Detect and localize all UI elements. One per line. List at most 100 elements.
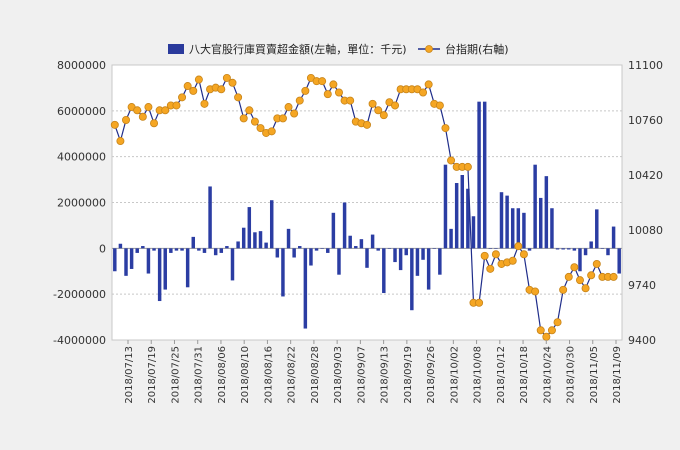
bar: [146, 248, 151, 274]
bar: [583, 248, 588, 256]
bar: [174, 248, 179, 251]
x-tick-label: 2018/07/13: [124, 346, 135, 404]
bar: [432, 248, 436, 249]
line-marker: [564, 272, 573, 281]
x-tick-label: 2018/10/08: [473, 346, 484, 404]
bar: [337, 248, 341, 275]
line-marker: [133, 106, 142, 115]
bar: [365, 248, 369, 268]
line-marker: [284, 103, 293, 112]
line-marker: [587, 271, 596, 280]
bar: [595, 209, 599, 249]
bar: [303, 248, 308, 329]
bar: [393, 248, 397, 263]
bar: [269, 200, 274, 249]
line-marker: [334, 88, 343, 97]
x-tick-label: 2018/10/18: [519, 346, 530, 404]
bar: [516, 208, 521, 249]
line-marker: [379, 111, 388, 120]
line-marker: [295, 96, 304, 105]
line-marker: [486, 264, 495, 273]
bar: [320, 248, 324, 249]
x-tick-label: 2018/10/24: [542, 346, 553, 404]
line-marker: [189, 86, 198, 95]
x-tick-label: 2018/11/05: [589, 346, 600, 404]
right-tick-label: 9740: [628, 279, 656, 292]
bar: [286, 228, 291, 249]
line-marker: [559, 285, 568, 294]
left-tick-label: 4000000: [57, 151, 106, 164]
left-tick-label: 2000000: [57, 197, 106, 210]
bar: [567, 248, 571, 250]
line-marker: [222, 73, 231, 82]
bar: [415, 248, 420, 276]
bar: [611, 226, 616, 249]
line-marker: [239, 114, 248, 123]
left-tick-label: -2000000: [53, 288, 106, 301]
bar: [589, 241, 593, 249]
line-marker: [362, 120, 371, 129]
line-marker: [542, 332, 551, 341]
line-marker: [144, 103, 153, 112]
line-marker: [217, 85, 226, 94]
x-tick-label: 2018/11/09: [612, 346, 623, 404]
right-tick-label: 10760: [628, 114, 663, 127]
bar: [606, 248, 610, 256]
line-marker: [228, 78, 237, 87]
left-axis: 8000000 6000000 4000000 2000000 0 -2000000 -40…: [53, 59, 106, 347]
bar: [169, 248, 173, 253]
line-marker: [290, 109, 299, 118]
bar: [460, 175, 465, 249]
x-tick-label: 2018/07/25: [170, 346, 181, 404]
left-tick-label: 8000000: [57, 59, 106, 72]
legend-bar-label: 八大官股行庫買賣超金額(左軸，單位：千元): [189, 42, 407, 56]
line-marker: [234, 93, 243, 102]
x-tick-label: 2018/08/10: [240, 346, 251, 404]
x-tick-label: 2018/09/13: [380, 346, 391, 404]
bar-series: [113, 101, 621, 329]
bar: [404, 248, 408, 256]
bar: [180, 248, 184, 251]
bar: [617, 248, 621, 274]
line-marker: [391, 101, 400, 110]
bar: [572, 248, 577, 251]
bar: [471, 216, 476, 249]
line-marker: [183, 82, 192, 91]
bar: [499, 192, 504, 249]
bar: [152, 248, 156, 251]
bar: [438, 248, 442, 275]
line-series: [110, 73, 618, 341]
bar: [264, 242, 268, 249]
line-marker: [447, 156, 456, 165]
line-marker: [150, 119, 159, 128]
line-marker: [480, 251, 489, 260]
x-tick-label: 2018/09/03: [333, 346, 344, 404]
line-marker: [547, 326, 556, 335]
bar: [292, 248, 296, 258]
bar: [359, 239, 364, 249]
bar: [253, 232, 257, 249]
bar: [421, 248, 425, 260]
line-marker: [278, 114, 287, 123]
line-marker: [609, 272, 618, 281]
line-marker: [570, 263, 579, 272]
line-marker: [575, 276, 584, 285]
line-marker: [194, 75, 203, 84]
x-tick-label: 2018/09/19: [403, 346, 414, 404]
bar: [281, 248, 285, 297]
line-marker: [346, 96, 355, 105]
bar: [247, 207, 252, 249]
bar: [410, 248, 414, 311]
bar: [354, 246, 358, 249]
x-tick-label: 2018/10/12: [496, 346, 507, 404]
bar: [225, 246, 229, 249]
line-marker: [592, 259, 601, 268]
bar: [258, 231, 263, 249]
bar: [141, 246, 145, 249]
x-tick-label: 2018/09/26: [426, 346, 437, 404]
line-marker: [419, 88, 428, 97]
bar: [275, 248, 280, 258]
x-tick-label: 2018/08/28: [310, 346, 321, 404]
bar: [482, 101, 487, 249]
